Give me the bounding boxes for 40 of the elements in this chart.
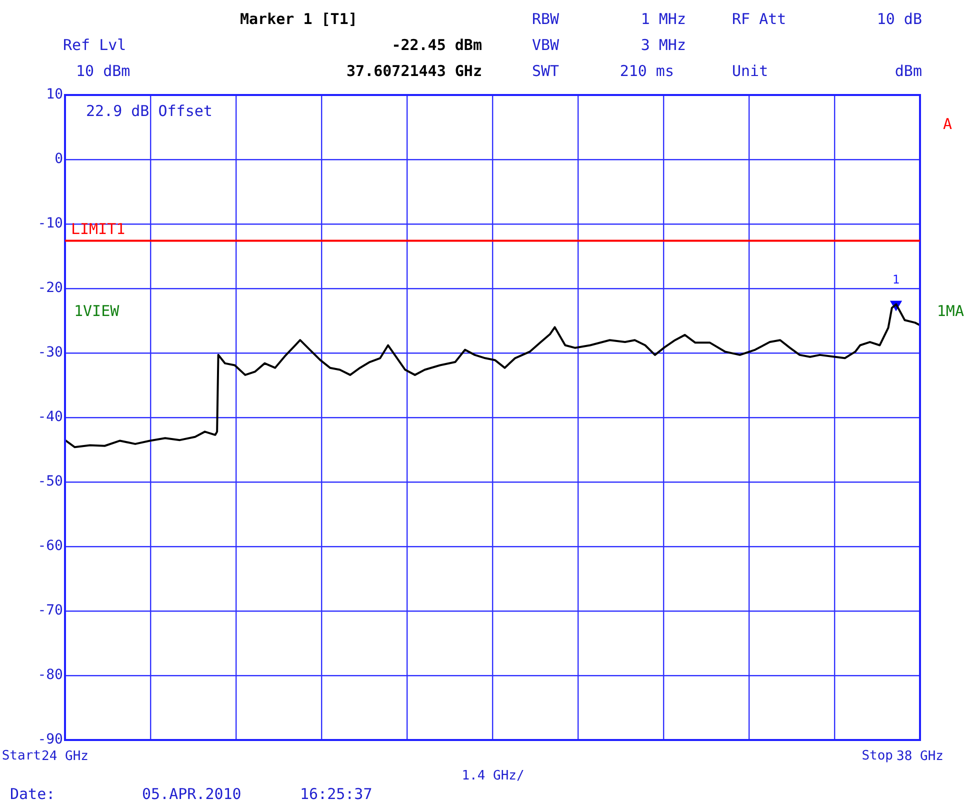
y-tick-label: -70 (38, 602, 63, 619)
text: 16:25:37 (300, 784, 372, 803)
y-tick-label: -30 (38, 344, 63, 361)
text: 10 dB (876, 10, 922, 28)
y-tick-label: -50 (38, 474, 63, 490)
text: 37.60721443 GHz (346, 62, 482, 80)
text: -22.45 dBm (392, 36, 482, 54)
y-tick-label: -60 (38, 538, 63, 554)
x-tick-label: 24 GHz (42, 749, 88, 764)
x-tick-label: 38 GHz (896, 749, 944, 764)
y-tick-label: -10 (38, 216, 63, 232)
text: RBW (532, 10, 560, 28)
text: Date: (10, 784, 56, 803)
text: Start (2, 748, 41, 764)
text: 05.APR.2010 (142, 784, 242, 803)
y-tick-label: 10 (46, 86, 63, 103)
text: Ref Lvl (63, 36, 126, 54)
annotation: 1VIEW (74, 302, 120, 320)
text: VBW (532, 36, 560, 54)
text: 1.4 GHz/ (462, 768, 524, 784)
text: Marker 1 [T1] (240, 10, 358, 28)
text: 3 MHz (640, 36, 686, 54)
text: dBm (894, 62, 922, 80)
text: Stop (862, 748, 894, 764)
text: A (942, 114, 952, 133)
y-tick-label: -80 (38, 667, 63, 684)
text: RF Att (732, 10, 786, 28)
ref-line-label: LIMIT1 (71, 220, 126, 238)
y-tick-label: -20 (38, 280, 63, 296)
text: SWT (532, 62, 560, 80)
text: 10 dBm (76, 62, 130, 80)
y-tick-label: 0 (54, 151, 63, 168)
text: 210 ms (620, 62, 674, 80)
annotation: 22.9 dB Offset (86, 102, 212, 120)
text: 1MA (936, 302, 964, 320)
text: 1 MHz (640, 10, 686, 28)
y-tick-label: -90 (38, 732, 63, 748)
y-tick-label: -40 (38, 409, 63, 426)
annotation: 1 (892, 272, 900, 286)
text: Unit (732, 62, 768, 80)
